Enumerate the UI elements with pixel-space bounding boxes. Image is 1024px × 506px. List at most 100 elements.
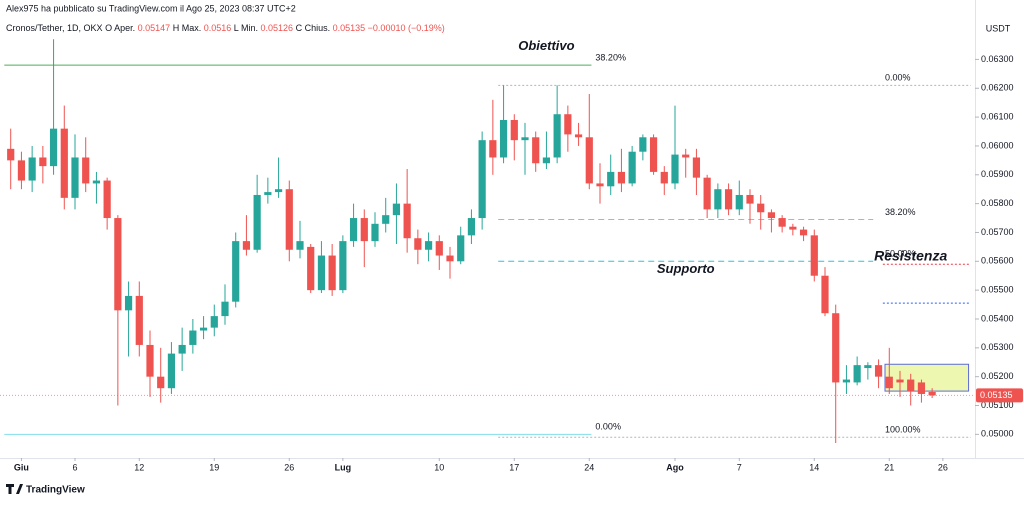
x-tick-label: 24 (584, 462, 594, 472)
candle-body (478, 140, 486, 219)
candle-body (114, 218, 122, 311)
x-tick-label: 19 (209, 462, 219, 472)
candle-body (810, 235, 818, 276)
x-tick-label: Lug (335, 462, 352, 472)
y-tick-label: 0.05500 (981, 285, 1014, 295)
candle-body (424, 241, 433, 250)
y-tick-label: 0.05900 (981, 169, 1014, 179)
ohlc-value: 0.0516 (204, 23, 232, 33)
y-tick-label: 0.05700 (981, 227, 1014, 237)
candle-body (382, 215, 390, 224)
candle-body (574, 134, 583, 138)
candle-body (274, 189, 283, 193)
publisher: Alex975 ha pubblicato su TradingView.com… (6, 3, 296, 13)
ohlc-label: Chius. (305, 23, 331, 33)
candle-body (135, 295, 143, 345)
candle-body (714, 189, 722, 210)
candle-body (360, 218, 368, 242)
footer-text: TradingView (26, 485, 85, 496)
y-tick-label: 0.05100 (981, 400, 1014, 410)
symbol: Cronos/Tether, 1D, OKX (6, 23, 103, 33)
ohlc-key: O (105, 23, 112, 33)
candle-body (157, 376, 165, 389)
candle-body (564, 114, 572, 135)
y-tick-label: 0.06200 (981, 83, 1014, 93)
candle-body (403, 203, 411, 239)
x-tick-label: Giu (14, 462, 29, 472)
candle-body (735, 194, 743, 210)
candle-body (832, 313, 840, 383)
ohlc-legend: Cronos/Tether, 1D, OKX O Aper. 0.05147 H… (6, 23, 445, 33)
candle-body (757, 203, 765, 213)
candle-body (649, 137, 658, 172)
candle-body (864, 365, 872, 369)
candle-body (124, 295, 133, 311)
candle-body (199, 327, 208, 331)
ohlc-label: Max. (182, 23, 202, 33)
candle-body (682, 154, 690, 158)
last-price-label: 0.05135 (980, 390, 1013, 400)
change: −0.00010 (−0.19%) (368, 23, 445, 33)
candle-body (703, 177, 711, 210)
footer-logo: TradingView (6, 484, 85, 496)
candle-body (928, 391, 936, 396)
candle-body (232, 241, 240, 302)
candle-body (178, 344, 186, 354)
y-tick-label: 0.06100 (981, 111, 1014, 121)
ohlc-value: 0.05126 (261, 23, 294, 33)
candle-body (328, 255, 336, 291)
candle-body (885, 376, 893, 389)
candle-body (253, 194, 261, 250)
candle-body (39, 157, 47, 167)
candle-body (242, 241, 251, 250)
y-tick-label: 0.06000 (981, 140, 1014, 150)
ohlc-value: 0.05147 (138, 23, 171, 33)
x-tick-label: 10 (434, 462, 444, 472)
candle-body (210, 316, 218, 328)
x-tick-label: 17 (509, 462, 519, 472)
candle-body (596, 183, 604, 187)
x-tick-label: Ago (666, 462, 684, 472)
candle-body (553, 114, 561, 158)
candle-body (778, 218, 786, 227)
x-tick-label: 12 (134, 462, 144, 472)
candle-body (60, 128, 68, 198)
candle-body (628, 151, 636, 184)
candle-body (349, 218, 358, 242)
candle-body (789, 226, 797, 230)
candle-body (692, 157, 701, 178)
candle-body (17, 160, 26, 181)
candle-body (435, 241, 443, 256)
y-tick-label: 0.05400 (981, 313, 1014, 323)
candle-body (917, 382, 926, 394)
candle-body (499, 119, 508, 158)
candle-body (767, 212, 776, 219)
candle-body (296, 241, 304, 250)
candle-body (874, 365, 883, 377)
candle-body (585, 137, 593, 184)
candle-body (221, 301, 229, 317)
level-label: 0.00% (595, 422, 621, 432)
x-tick-label: 26 (284, 462, 294, 472)
candle-body (7, 148, 15, 161)
x-tick-label: 21 (884, 462, 894, 472)
candle-body (392, 203, 401, 216)
candle-body (339, 241, 347, 291)
last-price-badge (976, 388, 1023, 403)
candle-body (521, 137, 529, 141)
candle-body (660, 171, 668, 184)
candle-body (489, 140, 497, 158)
candle-body (103, 180, 111, 219)
ohlc-label: Min. (241, 23, 258, 33)
y-tick-label: 0.05300 (981, 342, 1014, 352)
candle-body (371, 223, 379, 242)
candle-body (746, 194, 754, 204)
candle-body (285, 189, 293, 250)
candle-body (467, 218, 476, 236)
y-tick-label: 0.05200 (981, 371, 1014, 381)
candle-body (607, 171, 615, 187)
level-label: 50.00% (885, 249, 916, 259)
candle-body (853, 365, 861, 383)
